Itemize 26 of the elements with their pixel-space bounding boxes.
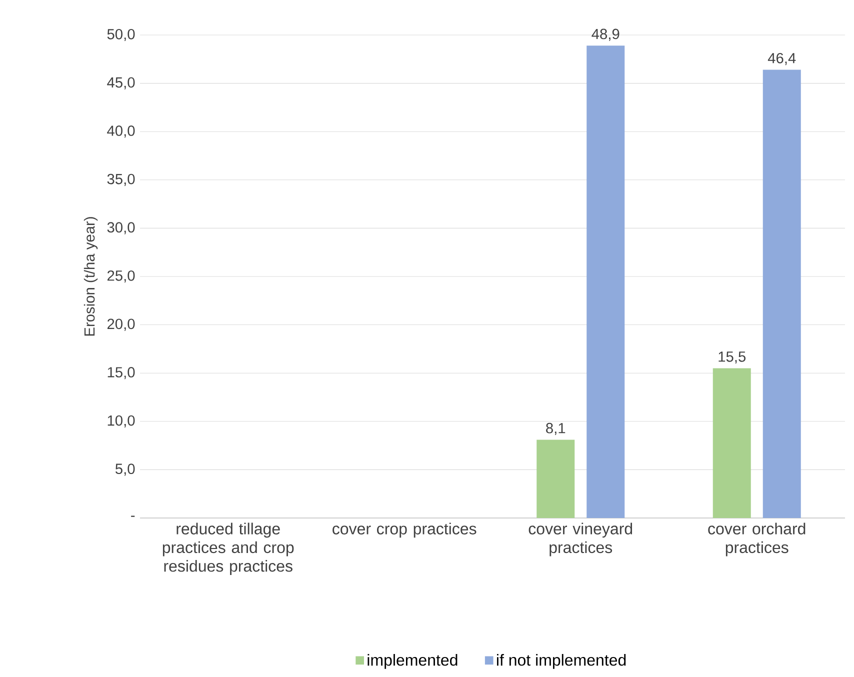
data-label: 48,9 bbox=[592, 28, 620, 41]
x-tick-label: cover vineyard practices bbox=[528, 522, 632, 556]
y-tick-label: 45,0 bbox=[107, 77, 135, 90]
legend-label: if not implemented bbox=[497, 654, 626, 669]
x-tick-label: cover crop practices bbox=[332, 522, 476, 538]
x-tick-label: cover orchard practices bbox=[708, 522, 806, 556]
data-label: 8,1 bbox=[546, 422, 566, 436]
data-label: 15,5 bbox=[718, 352, 746, 364]
y-axis-title: Erosion (t/ha year) bbox=[84, 217, 98, 336]
bar bbox=[762, 70, 801, 518]
y-tick-label: 35,0 bbox=[107, 174, 135, 186]
y-tick-label: 5,0 bbox=[115, 464, 135, 476]
y-tick-label: - bbox=[131, 516, 135, 517]
bar bbox=[536, 440, 575, 518]
data-label: 46,4 bbox=[768, 52, 796, 66]
x-tick-label: reduced tillage practices and crop residues practices bbox=[162, 522, 294, 575]
y-tick-label: 20,0 bbox=[107, 318, 135, 331]
y-tick-label: 40,0 bbox=[107, 126, 135, 138]
y-tick-label: 10,0 bbox=[108, 415, 135, 428]
y-tick-label: 15,0 bbox=[108, 367, 135, 380]
y-tick-label: 50,0 bbox=[107, 28, 135, 42]
bar bbox=[586, 46, 625, 518]
legend-label: implemented bbox=[368, 654, 458, 669]
y-tick-label: 30,0 bbox=[107, 222, 135, 234]
y-tick-label: 25,0 bbox=[107, 270, 135, 283]
bar bbox=[712, 368, 751, 518]
